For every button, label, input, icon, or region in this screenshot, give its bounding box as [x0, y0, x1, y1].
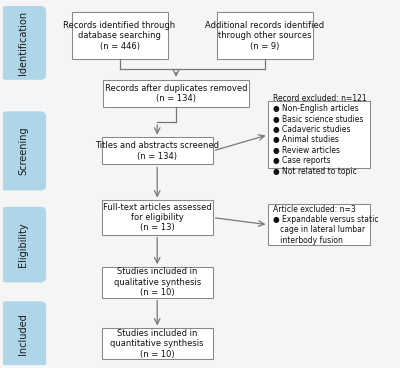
- FancyBboxPatch shape: [1, 207, 46, 282]
- Text: Studies included in
quantitative synthesis
(n = 10): Studies included in quantitative synthes…: [110, 329, 204, 358]
- FancyBboxPatch shape: [102, 267, 213, 298]
- Text: Eligibility: Eligibility: [18, 222, 28, 267]
- Text: Additional records identified
through other sources
(n = 9): Additional records identified through ot…: [205, 21, 324, 50]
- FancyBboxPatch shape: [102, 201, 213, 235]
- Text: Identification: Identification: [18, 11, 28, 75]
- Text: Records after duplicates removed
(n = 134): Records after duplicates removed (n = 13…: [105, 84, 247, 103]
- FancyBboxPatch shape: [268, 204, 370, 245]
- Text: Titles and abstracts screened
(n = 134): Titles and abstracts screened (n = 134): [95, 141, 219, 161]
- Text: Records identified through
database searching
(n = 446): Records identified through database sear…: [64, 21, 176, 50]
- FancyBboxPatch shape: [102, 80, 250, 107]
- Text: Record excluded: n=121
● Non-English articles
● Basic science studies
● Cadaveri: Record excluded: n=121 ● Non-English art…: [273, 94, 366, 176]
- Text: Full-text articles assessed
for eligibility
(n = 13): Full-text articles assessed for eligibil…: [103, 203, 212, 233]
- FancyBboxPatch shape: [72, 12, 168, 59]
- Text: Article excluded: n=3
● Expandable versus static
   cage in lateral lumbar
   in: Article excluded: n=3 ● Expandable versu…: [273, 205, 378, 245]
- FancyBboxPatch shape: [1, 6, 46, 80]
- FancyBboxPatch shape: [1, 112, 46, 191]
- Text: Included: Included: [18, 314, 28, 355]
- FancyBboxPatch shape: [102, 137, 213, 164]
- FancyBboxPatch shape: [216, 12, 312, 59]
- FancyBboxPatch shape: [268, 102, 370, 168]
- FancyBboxPatch shape: [1, 301, 46, 368]
- Text: Screening: Screening: [18, 127, 28, 175]
- FancyBboxPatch shape: [102, 328, 213, 359]
- Text: Studies included in
qualitative synthesis
(n = 10): Studies included in qualitative synthesi…: [114, 268, 201, 297]
